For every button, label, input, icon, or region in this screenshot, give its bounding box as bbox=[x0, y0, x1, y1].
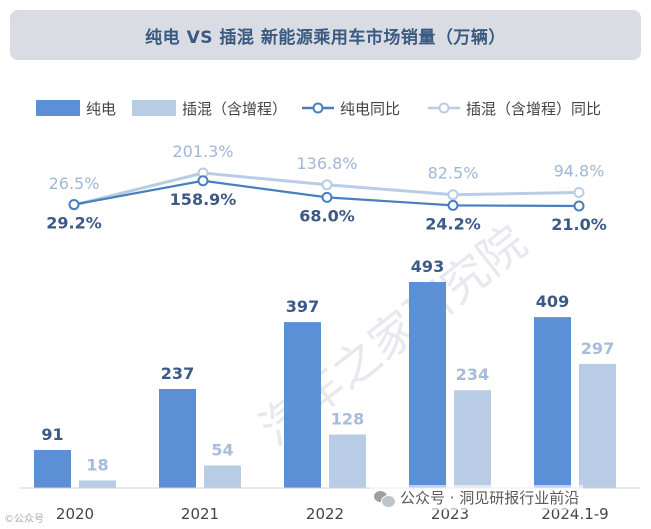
label-bev-yoy-4: 21.0% bbox=[551, 215, 607, 234]
bar-phev-1 bbox=[204, 465, 241, 488]
label-phev-yoy-0: 26.5% bbox=[49, 174, 100, 193]
point-phev-yoy-4 bbox=[573, 186, 585, 198]
chart-title: 纯电 VS 插混 新能源乘用车市场销量（万辆） bbox=[145, 27, 506, 48]
point-bev-yoy-0 bbox=[68, 198, 80, 210]
bar-bev-0 bbox=[34, 449, 71, 488]
chart-title-bar: 纯电 VS 插混 新能源乘用车市场销量（万辆） bbox=[10, 10, 641, 60]
legend-label-0: 纯电 bbox=[86, 100, 116, 118]
label-phev-yoy-2: 136.8% bbox=[296, 154, 357, 173]
bar-phev-4 bbox=[579, 363, 616, 488]
bar-label-bev-1: 237 bbox=[161, 364, 194, 383]
bar-bev-1 bbox=[159, 388, 196, 488]
legend-label-1: 插混（含增程） bbox=[182, 100, 287, 118]
legend-label-2: 纯电同比 bbox=[340, 100, 400, 118]
bar-label-bev-0: 91 bbox=[41, 425, 63, 444]
bar-phev-0 bbox=[79, 480, 116, 488]
bar-phev-2 bbox=[329, 434, 366, 488]
footer-account-label: 公众号 · 洞见研报行业前沿 bbox=[400, 489, 580, 507]
bar-bev-4 bbox=[534, 317, 571, 488]
wechat-icon bbox=[374, 489, 396, 508]
bar-bev-2 bbox=[284, 322, 321, 488]
x-tick-label-2: 2022 bbox=[306, 505, 344, 523]
point-bev-yoy-1 bbox=[197, 175, 209, 187]
x-tick-label-1: 2021 bbox=[181, 505, 219, 523]
legend-swatch-1 bbox=[132, 100, 176, 116]
bar-phev-3 bbox=[454, 390, 491, 488]
legend-swatch-0 bbox=[36, 100, 80, 116]
bar-label-phev-1: 54 bbox=[211, 440, 233, 459]
label-bev-yoy-1: 158.9% bbox=[170, 190, 237, 209]
point-bev-yoy-4 bbox=[573, 200, 585, 212]
label-bev-yoy-2: 68.0% bbox=[299, 206, 355, 225]
bar-label-phev-0: 18 bbox=[86, 455, 108, 474]
label-bev-yoy-0: 29.2% bbox=[46, 213, 102, 232]
point-bev-yoy-3 bbox=[447, 199, 459, 211]
label-phev-yoy-4: 94.8% bbox=[554, 161, 605, 180]
label-bev-yoy-3: 24.2% bbox=[425, 214, 481, 233]
bar-label-bev-4: 409 bbox=[536, 292, 569, 311]
bar-bev-3 bbox=[409, 282, 446, 488]
point-phev-yoy-2 bbox=[321, 179, 333, 191]
bar-label-phev-3: 234 bbox=[456, 365, 489, 384]
corner-mark: ©公众号 bbox=[4, 514, 44, 525]
bar-label-phev-4: 297 bbox=[581, 339, 614, 358]
point-bev-yoy-2 bbox=[321, 191, 333, 203]
bar-label-bev-2: 397 bbox=[286, 297, 319, 316]
bar-label-phev-2: 128 bbox=[331, 410, 364, 429]
label-phev-yoy-1: 201.3% bbox=[172, 142, 233, 161]
legend-marker-3 bbox=[438, 102, 450, 114]
footer-account: 公众号 · 洞见研报行业前沿 bbox=[370, 485, 584, 510]
label-phev-yoy-3: 82.5% bbox=[428, 164, 479, 183]
legend-label-3: 插混（含增程）同比 bbox=[466, 100, 601, 118]
legend-marker-2 bbox=[312, 102, 324, 114]
x-tick-label-0: 2020 bbox=[56, 505, 94, 523]
point-phev-yoy-3 bbox=[447, 189, 459, 201]
bar-label-bev-3: 493 bbox=[411, 257, 444, 276]
